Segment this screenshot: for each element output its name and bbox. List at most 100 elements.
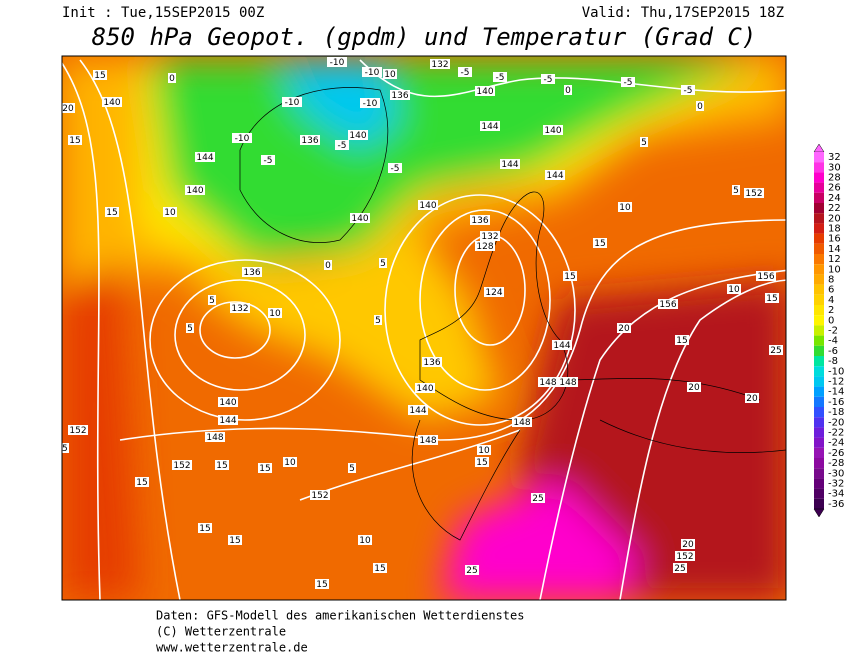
contour-label: 25: [466, 566, 477, 576]
colorbar-label: 6: [828, 285, 834, 296]
colorbar-label: -24: [828, 438, 844, 449]
contour-label: 5: [641, 138, 647, 148]
contour-label: 15: [199, 524, 210, 534]
label-box: [350, 213, 370, 223]
label-box: [390, 90, 410, 100]
label-box: [228, 535, 242, 545]
colorbar-label: 14: [828, 244, 841, 255]
colorbar-top-arrow: [813, 143, 825, 153]
label-box: [681, 539, 695, 549]
label-box: [552, 340, 572, 350]
map: 15 140 20 15 144 140 10 15 0 -10 -10 -5 136 140 -5 -5 14…: [56, 56, 786, 600]
label-box: [543, 125, 563, 135]
contour-label: 152: [173, 461, 190, 471]
contour-label: 15: [106, 208, 117, 218]
label-box: [470, 215, 490, 225]
contour-label: 136: [471, 216, 488, 226]
label-box: [358, 535, 372, 545]
contour-label: 15: [136, 478, 147, 488]
colorbar-swatch: [814, 488, 824, 499]
label-box: [696, 101, 704, 111]
colorbar-label: -18: [828, 407, 844, 418]
label-box: [477, 445, 491, 455]
contour-label: 148: [513, 418, 530, 428]
colorbar-label: -30: [828, 468, 844, 479]
contour-label: 15: [766, 294, 777, 304]
label-box: [727, 284, 741, 294]
contour-label: 136: [423, 358, 440, 368]
label-box: [744, 188, 764, 198]
contour-label: 15: [594, 239, 605, 249]
colorbar-label: 18: [828, 224, 841, 235]
colorbar-swatch: [814, 427, 824, 438]
contour-label: 10: [164, 208, 176, 218]
footer-copyright: (C) Wetterzentrale: [156, 625, 286, 639]
label-box: [310, 490, 330, 500]
contour-label: 140: [419, 201, 436, 211]
colorbar-swatch: [814, 294, 824, 305]
contour-label: 140: [351, 214, 368, 224]
contour-label: 20: [682, 540, 694, 550]
label-box: [480, 121, 500, 131]
label-box: [558, 377, 578, 387]
colorbar-swatch: [814, 498, 824, 509]
label-box: [593, 238, 607, 248]
colorbar-label: -36: [828, 499, 844, 510]
geopotential-contours: [62, 59, 786, 600]
label-box: [268, 308, 282, 318]
colorbar-swatch: [814, 182, 824, 193]
colorbar-label: 0: [828, 315, 834, 326]
contour-label: -5: [684, 86, 693, 96]
colorbar-swatch: [814, 335, 824, 346]
contour-label: 0: [169, 74, 175, 84]
colorbar-label: -34: [828, 489, 844, 500]
label-box: [458, 67, 472, 77]
contour-label: 15: [229, 536, 240, 546]
label-box: [765, 293, 779, 303]
contour-label: 15: [216, 461, 227, 471]
colorbar-swatch: [814, 407, 824, 418]
contour-label: 132: [431, 60, 448, 70]
contour-labels: 15 140 20 15 144 140 10 15 0 -10 -10 -5 136 140 -5 -5 14…: [56, 57, 783, 590]
contour-label: -10: [363, 99, 378, 109]
contour-label: 0: [565, 86, 571, 96]
label-box: [379, 258, 387, 268]
contour-label: 144: [481, 122, 498, 132]
label-box: [335, 140, 349, 150]
colorbar-swatch: [814, 264, 824, 275]
contour-label: 15: [94, 71, 105, 81]
contour-label: -10: [285, 98, 300, 108]
contour-label: 15: [374, 564, 385, 574]
valid-time: Valid: Thu,17SEP2015 18Z: [582, 5, 784, 21]
colorbar-label: 4: [828, 295, 834, 306]
label-box: [348, 463, 356, 473]
map-frame: [61, 55, 787, 601]
colorbar-swatch: [814, 315, 824, 326]
contour-label: 140: [476, 87, 493, 97]
label-box: [324, 260, 332, 270]
label-box: [373, 563, 387, 573]
contour-label: 0: [697, 102, 703, 112]
label-box: [374, 315, 382, 325]
label-box: [745, 393, 759, 403]
contour-label: 15: [56, 444, 67, 454]
label-box: [230, 303, 250, 313]
colorbar-label: -14: [828, 387, 844, 398]
colorbar-swatch: [814, 213, 824, 224]
colorbar-label: -28: [828, 458, 844, 469]
label-box: [418, 435, 438, 445]
colorbar-label: -16: [828, 397, 844, 408]
contour-label: 10: [619, 203, 631, 213]
label-box: [102, 97, 122, 107]
contour-label: -5: [461, 68, 470, 78]
colorbar-swatch: [814, 223, 824, 234]
contour-label: 152: [69, 426, 86, 436]
colorbar-swatch: [814, 192, 824, 203]
colorbar-swatch: [814, 478, 824, 489]
label-box: [388, 163, 402, 173]
colorbar-label: 28: [828, 173, 841, 184]
colorbar-label: -4: [828, 336, 838, 347]
contour-label: 5: [733, 186, 739, 196]
contour-label: -5: [338, 141, 347, 151]
colorbar-swatch: [814, 447, 824, 458]
